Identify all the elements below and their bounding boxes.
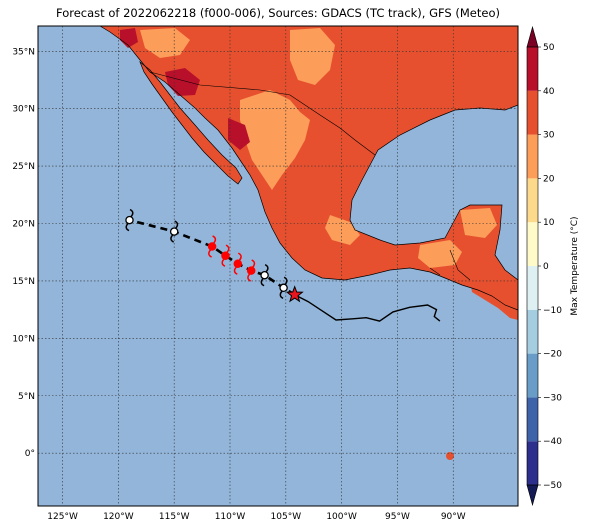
latitude-tick-label: 20°N [12, 220, 35, 230]
latitude-tick-label: 0° [25, 449, 35, 459]
land-central-america [470, 280, 518, 320]
longitude-tick-label: 95°W [385, 512, 410, 522]
colorbar-tick-label: −20 [543, 350, 562, 360]
current-position-star-icon [285, 285, 304, 303]
colorbar-segment [527, 397, 538, 442]
colorbar-tick-label: −30 [543, 393, 562, 403]
longitude-tick-label: 90°W [441, 512, 466, 522]
colorbar-extend-low [526, 484, 539, 507]
colorbar-segment [527, 441, 538, 485]
latitude-tick-label: 30°N [12, 105, 35, 115]
colorbar-extend-high [526, 25, 539, 48]
colorbar-tick-label: 40 [543, 87, 555, 97]
land-baja-california [140, 62, 242, 184]
storm-icon [246, 259, 256, 282]
storm-icon [125, 208, 134, 232]
latitude-labels: 35°N 30°N 25°N 20°N 15°N 10°N 5°N 0° [12, 47, 35, 459]
temp-zone-40-50 [120, 28, 250, 150]
storm-icon [207, 235, 217, 258]
colorbar-tick-label: −50 [543, 481, 562, 491]
land-galapagos [446, 452, 454, 460]
colorbar-tick-label: 50 [543, 43, 555, 53]
storm-icon [260, 264, 269, 287]
landmass [100, 26, 518, 460]
longitude-tick-label: 120°W [103, 512, 134, 522]
longitude-tick-label: 105°W [271, 512, 302, 522]
colorbar-tick-label: −10 [543, 306, 562, 316]
plot-frame [37, 25, 519, 507]
land-north-america [100, 26, 518, 310]
storm-icon [233, 252, 243, 275]
latitude-tick-label: 25°N [12, 162, 35, 172]
longitude-tick-label: 110°W [215, 512, 246, 522]
colorbar-segment [527, 353, 538, 398]
colorbar-segment [527, 90, 538, 135]
coastlines [99, 26, 518, 311]
temp-zone-20-30 [140, 28, 497, 268]
colorbar-segment [527, 222, 538, 266]
map-title: Forecast of 2022062218 (f000-006), Sourc… [56, 6, 500, 20]
longitude-tick-label: 115°W [159, 512, 190, 522]
longitude-tick-label: 100°W [326, 512, 357, 522]
colorbar-tick-label: −40 [543, 437, 562, 447]
country-borders [149, 71, 471, 281]
colorbar-segment [527, 134, 538, 179]
colorbar-segment [527, 178, 538, 223]
gridlines [38, 26, 518, 506]
observed-track-line [294, 294, 441, 322]
storm-icon [221, 244, 230, 267]
colorbar-tick-label: 20 [543, 174, 555, 184]
colorbar-segment [527, 266, 538, 310]
storm-symbols [125, 208, 288, 299]
latitude-tick-label: 35°N [12, 47, 35, 57]
colorbar-tick-label: 10 [543, 218, 555, 228]
storm-icon [169, 220, 179, 243]
colorbar-tick-label: 30 [543, 131, 555, 141]
colorbar: 50 40 30 20 10 0 −10 −20 −30 −40 −50 [526, 25, 562, 507]
longitude-labels: 125°W 120°W 115°W 110°W 105°W 100°W 95°W 90°W [47, 512, 466, 522]
longitude-tick-label: 125°W [47, 512, 78, 522]
colorbar-tick-label: 0 [543, 262, 549, 272]
latitude-tick-label: 5°N [18, 392, 35, 402]
colorbar-segment [527, 309, 538, 354]
storm-icon [279, 276, 288, 299]
colorbar-segment [527, 47, 538, 91]
latitude-tick-label: 10°N [12, 334, 35, 344]
colorbar-label: Max Temperature (°C) [570, 216, 580, 315]
latitude-tick-label: 15°N [12, 277, 35, 287]
